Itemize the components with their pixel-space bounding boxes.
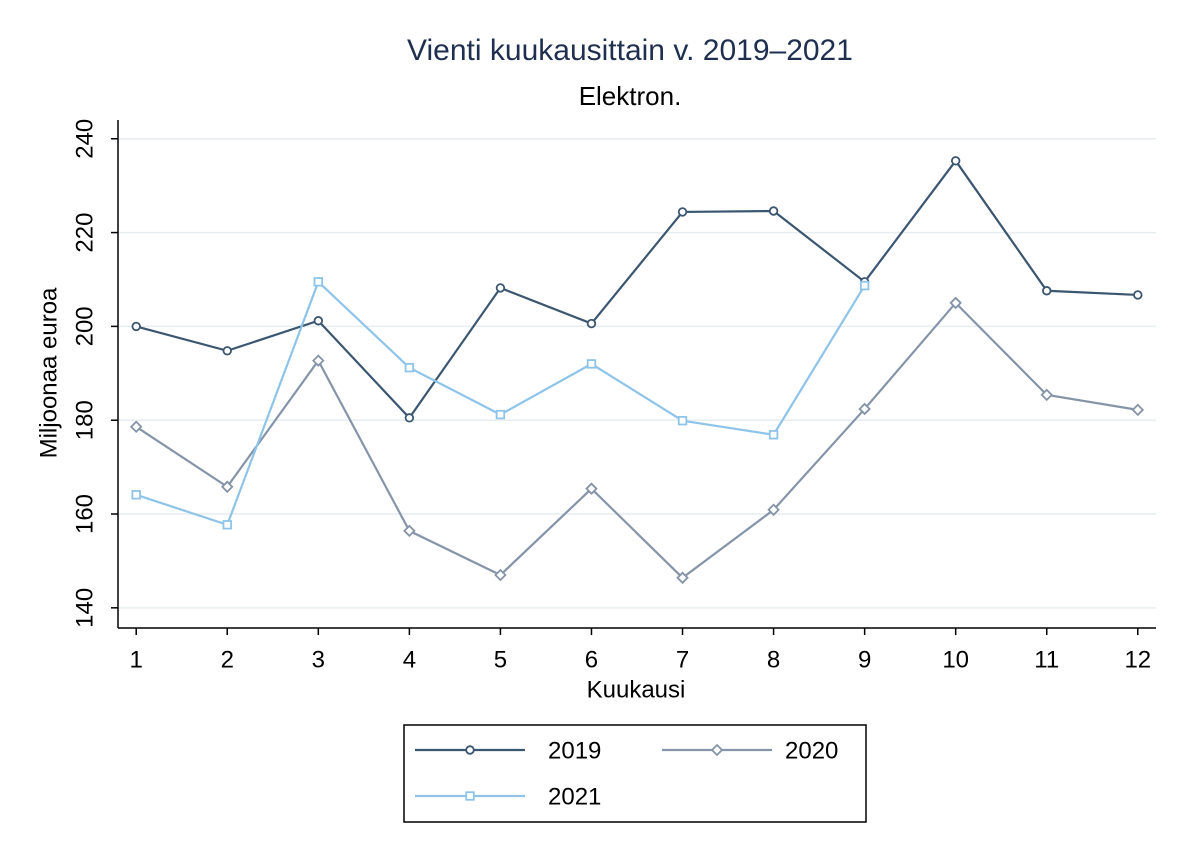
x-axis-title: Kuukausi [587, 676, 686, 703]
data-point [404, 413, 415, 423]
series-line [135, 301, 1138, 580]
data-point [950, 156, 961, 166]
data-point [586, 359, 597, 369]
legend-label: 2020 [785, 737, 838, 764]
data-point [949, 296, 962, 310]
data-point [586, 318, 597, 329]
y-tick-label: 160 [71, 494, 98, 534]
data-point [131, 490, 141, 500]
x-tick-label: 11 [1034, 646, 1059, 673]
data-point [676, 571, 689, 585]
data-point [495, 409, 506, 420]
data-point [1042, 286, 1052, 296]
legend-marker [465, 791, 475, 801]
legend-label: 2021 [548, 783, 601, 810]
y-tick-label: 240 [71, 119, 98, 159]
y-tick-label: 200 [71, 306, 98, 346]
y-tick-label: 220 [71, 213, 98, 253]
x-tick-label: 3 [312, 646, 325, 673]
data-point [1133, 290, 1143, 300]
data-point [1040, 388, 1054, 402]
data-point [768, 206, 779, 216]
data-point [677, 207, 688, 217]
x-tick-label: 1 [130, 646, 143, 673]
x-tick-label: 4 [403, 646, 416, 673]
x-tick-label: 7 [676, 646, 689, 673]
x-tick-label: 10 [942, 646, 969, 673]
x-tick-label: 9 [858, 646, 871, 673]
legend-marker [710, 743, 724, 757]
chart-title: Vienti kuukausittain v. 2019–2021 [407, 34, 853, 67]
data-point [222, 346, 232, 356]
data-point [404, 362, 415, 373]
data-point [858, 402, 871, 416]
data-point [131, 321, 141, 332]
x-tick-label: 6 [585, 646, 598, 673]
data-point [495, 283, 506, 293]
x-tick-label: 5 [494, 646, 507, 673]
series-line [135, 158, 1138, 420]
x-tick-label: 8 [767, 646, 780, 673]
y-tick-label: 140 [71, 588, 98, 628]
chart-subtitle: Elektron. [579, 81, 682, 111]
x-tick-label: 2 [221, 646, 234, 673]
data-point [859, 280, 870, 291]
data-point [677, 415, 688, 426]
data-point [220, 480, 234, 494]
data-point [313, 316, 324, 326]
y-axis-title: Miljoonaa euroa [35, 287, 62, 458]
data-point [313, 277, 324, 287]
legend-label: 2019 [548, 737, 601, 764]
data-point [129, 420, 143, 434]
data-point [403, 524, 416, 538]
data-point [494, 568, 507, 582]
legend-box [403, 724, 867, 823]
legend-marker [465, 745, 475, 755]
data-point [312, 354, 325, 367]
data-point [585, 482, 598, 495]
data-point [767, 503, 780, 517]
data-point [222, 520, 232, 530]
data-point [1131, 403, 1145, 417]
data-point [768, 430, 779, 440]
x-tick-label: 12 [1124, 646, 1151, 673]
y-tick-label: 180 [71, 400, 98, 440]
